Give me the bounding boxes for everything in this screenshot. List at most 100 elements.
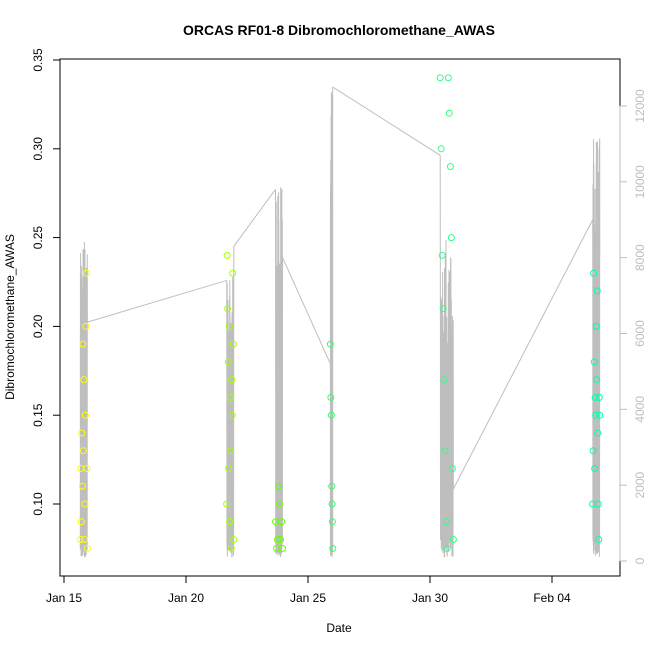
data-point: [326, 340, 334, 348]
data-point: [225, 464, 233, 472]
altitude-connector: [282, 257, 331, 365]
data-point: [225, 322, 233, 330]
altitude-connector: [87, 279, 227, 323]
data-point: [444, 74, 452, 82]
data-point: [591, 464, 599, 472]
data-point: [446, 163, 454, 171]
y-tick-label: 0.30: [31, 137, 45, 161]
data-point: [83, 544, 91, 552]
altitude-connector: [233, 189, 276, 247]
plot-frame: [59, 58, 621, 577]
data-point: [447, 234, 455, 242]
data-point: [593, 287, 601, 295]
data-point: [277, 536, 285, 544]
data-point: [79, 340, 87, 348]
y2-tick-label: 12000: [633, 89, 647, 123]
y2-axis: 0 2000 4000 6000 8000 10000 12000: [620, 89, 647, 564]
data-point: [229, 340, 237, 348]
data-point: [223, 251, 231, 259]
data-point: [226, 518, 234, 526]
data-point: [228, 376, 236, 384]
x-tick-label: Jan 15: [46, 591, 82, 605]
data-point: [82, 269, 90, 277]
altitude-trace: [592, 138, 601, 557]
data-point: [591, 393, 599, 401]
y2-tick-label: 6000: [633, 320, 647, 347]
data-point: [81, 411, 89, 419]
x-tick-label: Jan 30: [412, 591, 448, 605]
data-point: [83, 464, 91, 472]
data-point: [224, 358, 232, 366]
data-point: [590, 269, 598, 277]
data-point: [589, 447, 597, 455]
x-axis: Jan 15 Jan 20 Jan 25 Jan 30 Feb 04: [46, 576, 571, 605]
data-point: [80, 536, 88, 544]
x-tick-label: Jan 25: [290, 591, 326, 605]
y-tick-label: 0.10: [31, 492, 45, 516]
data-point: [449, 536, 457, 544]
data-point: [230, 536, 238, 544]
data-point: [439, 305, 447, 313]
y-tick-label: 0.15: [31, 403, 45, 427]
data-point: [593, 376, 601, 384]
data-point: [274, 536, 281, 544]
data-point: [80, 376, 88, 384]
data-point: [78, 429, 86, 437]
data-point: [594, 429, 602, 437]
y2-tick-label: 10000: [633, 165, 647, 199]
altitude-trace: [439, 155, 454, 558]
altitude-connector: [452, 219, 594, 490]
data-point: [442, 518, 450, 526]
data-point: [223, 500, 231, 508]
data-point: [224, 305, 232, 313]
y2-tick-label: 2000: [633, 471, 647, 498]
data-point: [77, 518, 85, 526]
y-tick-label: 0.25: [31, 226, 45, 250]
altitude-trace: [329, 87, 334, 558]
data-point: [228, 411, 236, 419]
altitude-trace: [275, 187, 284, 558]
data-point: [440, 376, 448, 384]
data-point: [79, 447, 87, 455]
data-point: [595, 536, 603, 544]
y-axis: 0.10 0.15 0.20 0.25 0.30 0.35: [31, 48, 60, 516]
data-point: [445, 109, 453, 117]
x-tick-label: Feb 04: [533, 591, 571, 605]
data-point: [594, 500, 602, 508]
data-point: [328, 500, 336, 508]
y-tick-label: 0.20: [31, 314, 45, 338]
data-point: [328, 518, 336, 526]
data-point: [227, 544, 235, 552]
data-point: [226, 393, 234, 401]
data-point: [327, 393, 335, 401]
data-point: [328, 482, 336, 490]
data-point: [329, 544, 337, 552]
data-point: [327, 411, 335, 419]
data-point: [275, 482, 283, 490]
y-tick-label: 0.35: [31, 48, 45, 72]
data-point: [78, 482, 86, 490]
y2-tick-label: 0: [633, 557, 647, 564]
data-point-layer: [76, 74, 604, 552]
chart-title: ORCAS RF01-8 Dibromochloromethane_AWAS: [183, 22, 495, 38]
data-point: [436, 74, 444, 82]
data-point: [595, 393, 603, 401]
data-point: [82, 322, 90, 330]
x-tick-label: Jan 20: [168, 591, 204, 605]
data-point: [76, 536, 84, 544]
altitude-trace: [79, 242, 88, 558]
data-point: [229, 269, 237, 277]
y2-tick-label: 8000: [633, 244, 647, 271]
data-point: [443, 544, 451, 552]
data-point: [276, 500, 284, 508]
data-point: [590, 358, 598, 366]
y2-tick-label: 4000: [633, 396, 647, 423]
data-point: [592, 411, 600, 419]
data-point: [438, 251, 446, 259]
x-axis-label: Date: [326, 621, 352, 635]
data-point: [592, 322, 600, 330]
altitude-connector: [332, 86, 441, 156]
altitude-trace: [226, 246, 235, 558]
data-point: [278, 518, 286, 526]
